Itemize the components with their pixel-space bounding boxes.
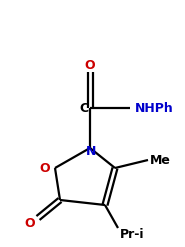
Text: O: O bbox=[85, 59, 95, 71]
Text: O: O bbox=[40, 162, 50, 174]
Text: Pr-i: Pr-i bbox=[120, 227, 144, 241]
Text: NHPh: NHPh bbox=[135, 102, 173, 115]
Text: N: N bbox=[86, 144, 96, 158]
Text: C: C bbox=[79, 102, 89, 115]
Text: O: O bbox=[25, 217, 35, 229]
Text: Me: Me bbox=[149, 153, 170, 166]
